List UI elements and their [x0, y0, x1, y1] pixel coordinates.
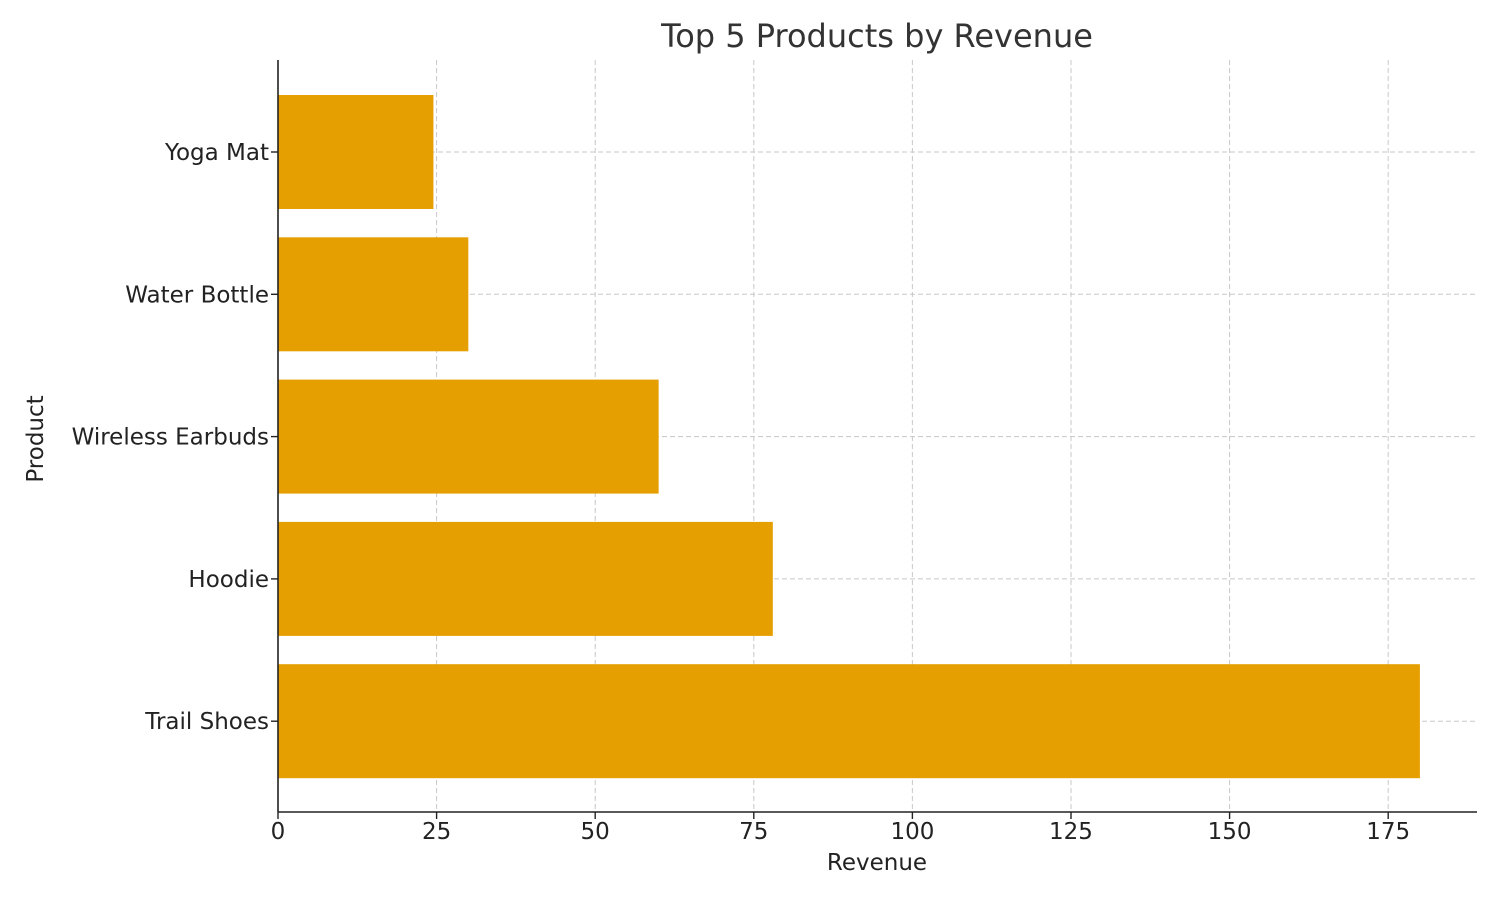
bar-wireless-earbuds — [278, 379, 659, 494]
y-tick-label: Trail Shoes — [144, 709, 269, 735]
y-tick-label: Water Bottle — [125, 282, 269, 308]
y-tick-label: Hoodie — [188, 567, 269, 593]
x-tick-label: 25 — [422, 819, 451, 845]
x-tick-label: 0 — [271, 819, 286, 845]
bar-hoodie — [278, 521, 773, 636]
bar-water-bottle — [278, 237, 469, 352]
bar-yoga-mat — [278, 95, 434, 209]
bar-trail-shoes — [278, 664, 1420, 779]
x-tick-label: 150 — [1208, 819, 1252, 845]
x-tick-label: 50 — [581, 819, 610, 845]
x-tick-label: 75 — [739, 819, 768, 845]
y-axis-title: Product — [23, 395, 49, 482]
y-tick-label: Wireless Earbuds — [72, 425, 269, 451]
bars — [278, 95, 1420, 779]
chart-title: Top 5 Products by Revenue — [660, 17, 1093, 55]
y-axis-ticks: Trail Shoes Hoodie Wireless Earbuds Water B… — [72, 140, 278, 735]
x-axis-ticks: 0 25 50 75 100 125 150 175 — [271, 812, 1410, 845]
x-tick-label: 175 — [1366, 819, 1410, 845]
x-tick-label: 100 — [890, 819, 934, 845]
x-tick-label: 125 — [1049, 819, 1093, 845]
y-tick-label: Yoga Mat — [164, 140, 269, 166]
x-axis-title: Revenue — [827, 850, 927, 876]
